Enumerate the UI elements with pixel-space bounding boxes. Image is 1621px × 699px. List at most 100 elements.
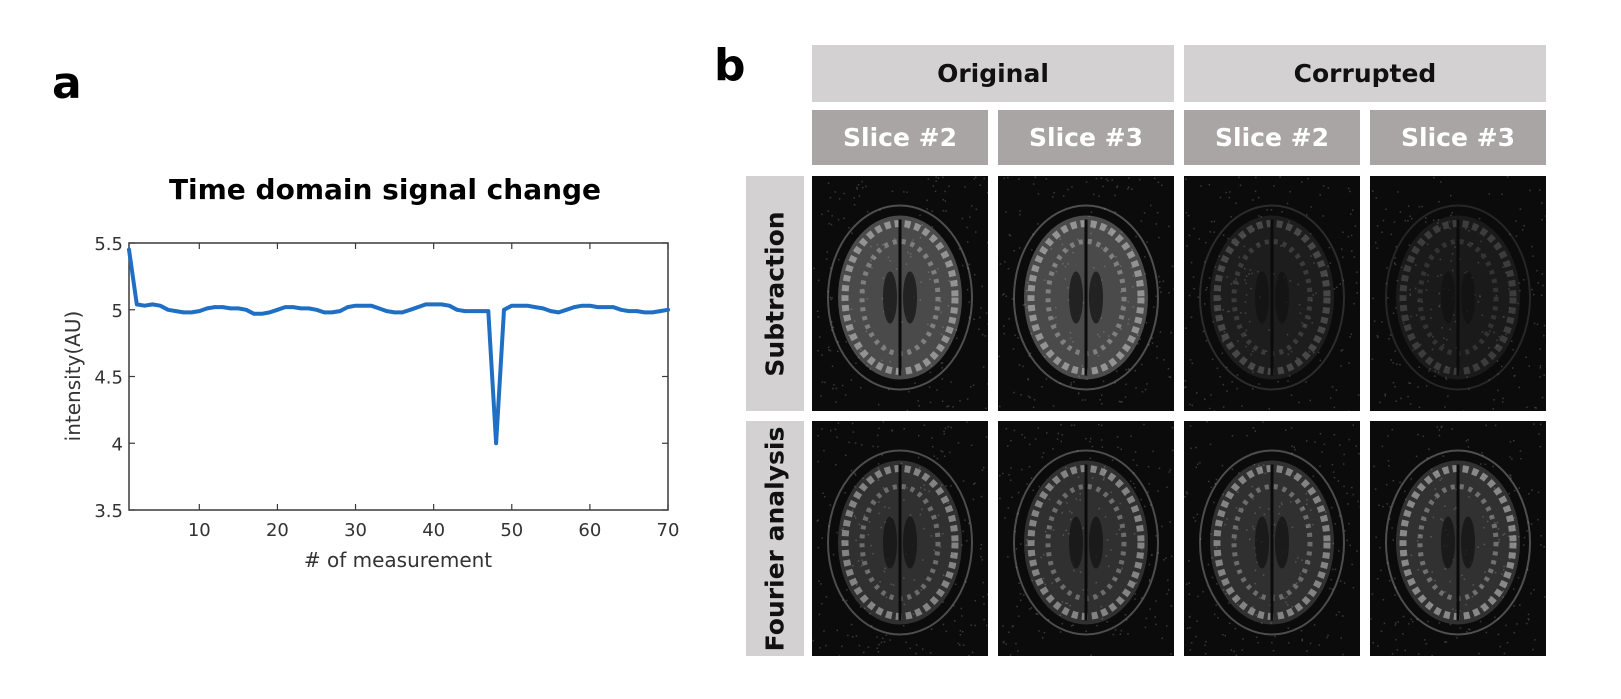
y-tick-label: 3.5 — [94, 501, 123, 522]
data-point — [267, 310, 272, 315]
data-point — [205, 306, 209, 311]
brain-slice-graphic — [812, 421, 988, 656]
data-point — [392, 310, 397, 315]
data-point — [353, 303, 358, 308]
data-point — [572, 305, 577, 309]
data-point — [619, 307, 623, 312]
mri-image-fourier-col-3 — [1184, 421, 1360, 656]
series-line — [127, 247, 670, 446]
data-point — [486, 309, 491, 313]
mri-image-fourier-col-4 — [1370, 421, 1546, 656]
data-point — [478, 309, 483, 313]
x-tick-label: 10 — [188, 520, 211, 541]
y-axis-label: intensity(AU) — [61, 311, 85, 442]
data-point — [611, 305, 616, 309]
data-point — [275, 307, 280, 312]
data-point — [564, 307, 569, 312]
data-point — [533, 305, 538, 309]
column-header-corrupted-slice-3: Slice #3 — [1370, 110, 1546, 165]
brain-slice-graphic — [1184, 176, 1360, 411]
data-point — [439, 302, 444, 307]
mri-image-fourier-col-2 — [998, 421, 1174, 656]
y-tick-label: 4 — [112, 434, 123, 455]
data-point — [306, 306, 311, 311]
data-point — [384, 309, 389, 313]
data-point — [455, 307, 459, 312]
data-point — [345, 305, 350, 309]
data-point — [549, 309, 553, 313]
row-header-subtraction: Subtraction — [746, 176, 804, 411]
data-point — [314, 307, 319, 312]
x-tick-label: 40 — [422, 520, 445, 541]
data-point — [244, 307, 248, 312]
data-point — [135, 302, 139, 307]
data-point — [299, 306, 303, 311]
data-point — [228, 306, 233, 311]
brain-slice-graphic — [1371, 176, 1546, 411]
data-point — [283, 305, 288, 309]
data-point — [408, 307, 413, 312]
data-point — [627, 309, 631, 313]
x-tick-label: 50 — [500, 520, 523, 541]
mri-image-subtraction-col-4 — [1370, 176, 1546, 411]
data-point — [166, 307, 170, 312]
data-point — [541, 306, 545, 311]
x-tick-label: 30 — [344, 520, 367, 541]
x-axis-label: # of measurement — [304, 548, 492, 572]
column-header-original-slice-2: Slice #2 — [812, 110, 988, 165]
data-point — [174, 309, 178, 313]
x-tick-label: 60 — [578, 520, 601, 541]
data-point — [603, 305, 608, 309]
data-point — [509, 303, 514, 308]
data-point — [416, 305, 420, 309]
plot-area — [128, 242, 669, 511]
line-chart: Time domain signal change 3.5 4 4.5 5 5.5 10… — [61, 173, 680, 572]
data-point — [650, 310, 655, 315]
data-point — [517, 303, 522, 308]
y-tick-label: 5 — [112, 301, 123, 322]
data-point — [181, 310, 186, 315]
data-point — [634, 309, 639, 313]
data-point — [259, 311, 264, 316]
y-tick-label: 4.5 — [94, 368, 123, 389]
brain-slice-graphic — [999, 423, 1174, 656]
row-header-subtraction-label: Subtraction — [760, 210, 790, 377]
data-points — [127, 247, 670, 446]
data-point — [291, 305, 295, 309]
data-point — [213, 305, 217, 309]
brain-slice-graphic — [813, 176, 988, 411]
data-point — [252, 311, 256, 316]
data-point — [588, 303, 592, 308]
mri-image-fourier-col-1 — [812, 421, 988, 656]
data-point — [150, 302, 155, 307]
data-point — [369, 303, 373, 308]
row-header-fourier-analysis: Fourier analysis — [746, 421, 804, 656]
data-point — [556, 310, 561, 315]
x-tick-label: 70 — [657, 520, 680, 541]
panel-a-label: a — [52, 58, 82, 109]
row-header-fourier-analysis-label: Fourier analysis — [760, 426, 790, 651]
column-header-corrupted-slice-2: Slice #2 — [1184, 110, 1360, 165]
data-point — [658, 309, 662, 313]
data-point — [424, 302, 428, 307]
y-tick-label: 5.5 — [94, 234, 123, 255]
x-tick-label: 20 — [266, 520, 289, 541]
data-point — [666, 307, 670, 312]
mri-image-subtraction-col-3 — [1184, 176, 1360, 411]
data-point — [127, 247, 131, 252]
data-point — [400, 310, 405, 315]
data-point — [502, 307, 506, 312]
data-point — [361, 303, 366, 308]
brain-slice-graphic — [1184, 421, 1360, 656]
panel-b-label: b — [714, 40, 746, 91]
chart-title: Time domain signal change — [169, 173, 601, 206]
data-point — [236, 306, 241, 311]
data-point — [463, 309, 467, 313]
brain-slice-graphic — [998, 176, 1174, 409]
data-point — [470, 309, 475, 313]
data-point — [525, 303, 530, 308]
data-point — [338, 309, 342, 313]
data-point — [197, 309, 202, 313]
column-group-corrupted: Corrupted — [1184, 45, 1546, 102]
column-group-original: Original — [812, 45, 1174, 102]
